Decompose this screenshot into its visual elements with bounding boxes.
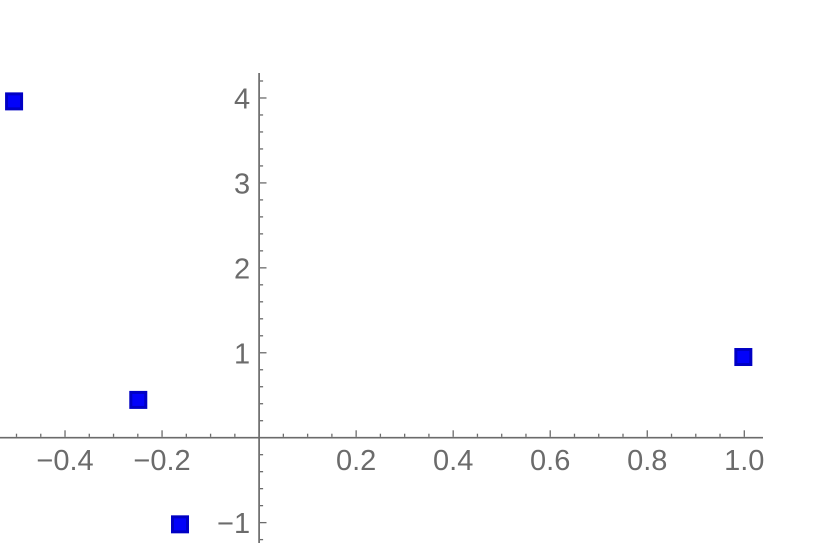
x-tick-label: 1.0 — [724, 445, 764, 477]
x-tick-label: 0.2 — [336, 445, 376, 477]
x-tick-label: −0.2 — [133, 445, 190, 477]
y-tick-label: 2 — [234, 253, 250, 285]
x-tick-label: 0.6 — [530, 445, 570, 477]
data-point-marker — [734, 348, 753, 367]
axes-layer — [0, 73, 763, 543]
ticks-layer — [15, 80, 745, 541]
y-tick-label: −1 — [217, 508, 250, 540]
data-points-layer — [5, 92, 753, 534]
tick-labels-layer: −0.4 −0.2 0.2 0.4 0.6 0.8 1.0 −1 1 2 3 4 — [36, 83, 764, 540]
x-tick-label: −0.4 — [36, 445, 93, 477]
data-point-marker — [5, 92, 24, 111]
x-tick-label: 0.8 — [627, 445, 667, 477]
data-point-marker — [171, 515, 190, 534]
y-tick-label: 1 — [234, 338, 250, 370]
data-point-marker — [129, 390, 148, 409]
y-tick-label: 3 — [234, 168, 250, 200]
x-tick-label: 0.4 — [433, 445, 473, 477]
y-tick-label: 4 — [234, 83, 250, 115]
